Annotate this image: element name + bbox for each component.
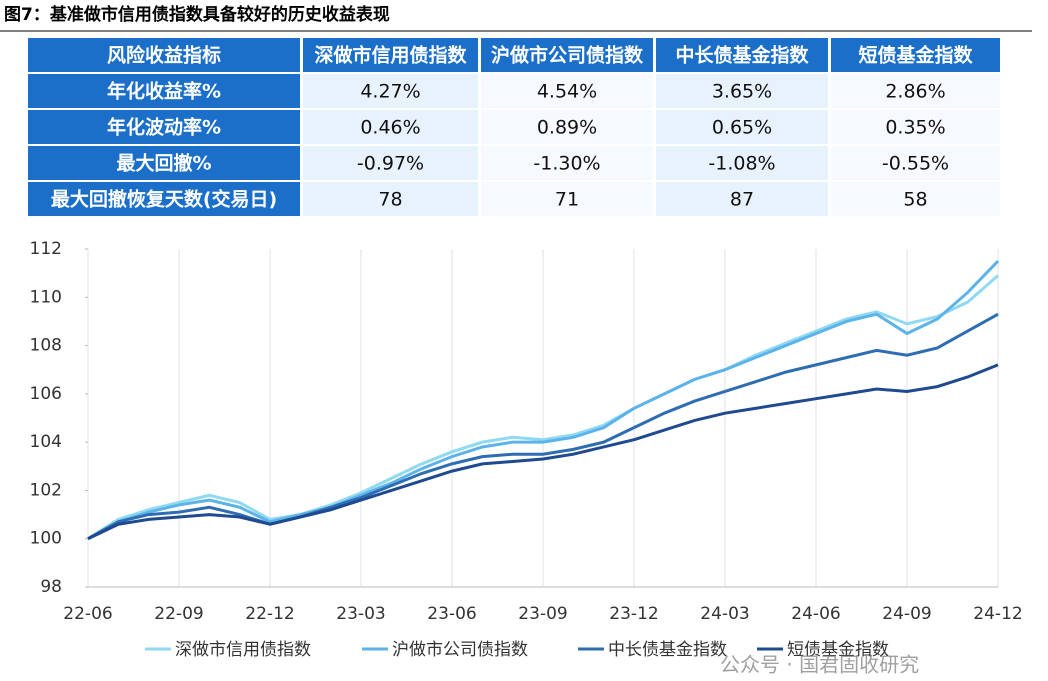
table-header-text: 风险收益指标 [107, 44, 221, 67]
table-header-text: 沪做市公司债指数 [491, 44, 644, 67]
y-tick-label: 112 [30, 239, 62, 259]
table-cell [656, 74, 828, 108]
table-cell-text: 58 [903, 189, 927, 211]
table-cell [481, 74, 653, 108]
table-cell [656, 110, 828, 144]
table-cell [481, 146, 653, 180]
table-cell [303, 182, 478, 216]
x-tick-label: 23-06 [427, 604, 476, 624]
x-tick-label: 23-09 [518, 604, 567, 624]
table-cell [28, 38, 300, 72]
table-header-text: 年化收益率% [107, 80, 221, 103]
legend-label: 沪做市公司债指数 [392, 640, 528, 660]
table-cell [481, 182, 653, 216]
table-cell [481, 38, 653, 72]
legend-label: 短债基金指数 [787, 640, 889, 660]
series-line [87, 312, 999, 541]
watermark: 公众号 · 国君固收研究 [720, 653, 919, 677]
y-tick-label: 102 [30, 480, 62, 500]
table-cell [656, 38, 828, 72]
x-tick-label: 22-06 [63, 604, 112, 624]
y-tick-label: 106 [30, 384, 62, 404]
table-cell [831, 74, 1000, 108]
table-cell [28, 182, 300, 216]
table-cell [831, 182, 1000, 216]
table-cell [28, 74, 300, 108]
x-tick-label: 22-09 [154, 604, 203, 624]
series-line [87, 363, 999, 541]
table-cell-text: -1.08% [708, 153, 775, 175]
table-header-text: 最大回撤% [116, 152, 211, 175]
table-header-text: 中长债基金指数 [675, 44, 809, 67]
table-cell [656, 146, 828, 180]
table-cell-text: 0.46% [360, 117, 420, 139]
table-cell-text: 0.35% [885, 117, 945, 139]
table-header-text: 年化波动率% [107, 116, 221, 139]
y-tick-label: 110 [30, 287, 62, 307]
y-tick-label: 104 [30, 432, 62, 452]
table-cell-text: -1.30% [533, 153, 600, 175]
table-cell [28, 110, 300, 144]
x-tick-label: 24-09 [882, 604, 931, 624]
table-cell [481, 110, 653, 144]
y-tick-label: 100 [30, 529, 62, 549]
table-cell-text: 0.65% [712, 117, 772, 139]
table-cell [831, 38, 1000, 72]
table-cell-text: 78 [378, 189, 402, 211]
table-cell [303, 146, 478, 180]
table-cell-text: -0.55% [882, 153, 949, 175]
table-cell [303, 38, 478, 72]
x-tick-label: 23-12 [609, 604, 658, 624]
table-cell [831, 146, 1000, 180]
table-cell-text: 4.54% [537, 81, 597, 103]
table-cell-text: 3.65% [712, 81, 772, 103]
x-tick-label: 24-06 [791, 604, 840, 624]
table-cell [656, 182, 828, 216]
legend-label: 中长债基金指数 [608, 640, 727, 660]
x-tick-label: 22-12 [245, 604, 294, 624]
table-header-text: 短债基金指数 [858, 44, 973, 67]
x-tick-label: 24-12 [973, 604, 1022, 624]
figure-title: 图7：基准做市信用债指数具备较好的历史收益表现 [4, 4, 390, 25]
table-cell-text: 87 [730, 189, 754, 211]
table-header-text: 最大回撤恢复天数(交易日) [51, 188, 277, 211]
table-cell-text: 4.27% [360, 81, 420, 103]
y-tick-label: 98 [40, 577, 62, 597]
table-cell-text: -0.97% [357, 153, 424, 175]
table-cell-text: 2.86% [885, 81, 945, 103]
legend-label: 深做市信用债指数 [175, 640, 311, 660]
table-cell [303, 110, 478, 144]
x-tick-label: 24-03 [700, 604, 749, 624]
series-line [87, 274, 999, 540]
series-line [87, 260, 1000, 541]
x-tick-label: 23-03 [336, 604, 385, 624]
table-cell [831, 110, 1000, 144]
table-header-text: 深做市信用债指数 [314, 44, 467, 67]
table-cell [303, 74, 478, 108]
table-cell [28, 146, 300, 180]
table-cell-text: 0.89% [537, 117, 597, 139]
table-cell-text: 71 [555, 189, 579, 211]
y-tick-label: 108 [30, 336, 62, 356]
